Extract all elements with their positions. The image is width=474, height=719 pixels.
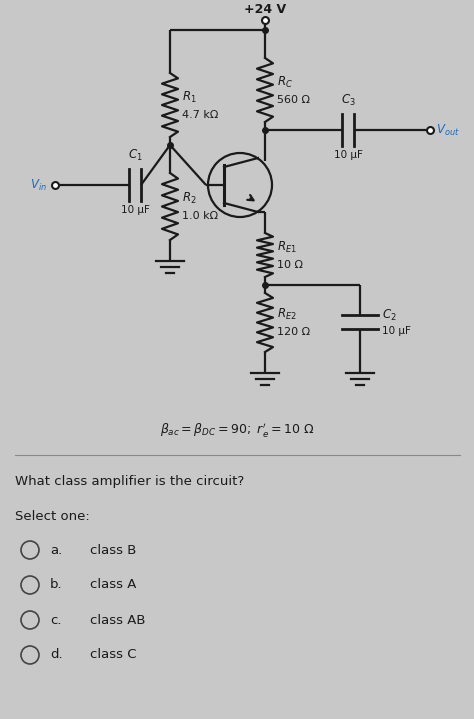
- Text: $\beta_{ac} = \beta_{DC} = 90;\ r^\prime_e = 10\ \Omega$: $\beta_{ac} = \beta_{DC} = 90;\ r^\prime…: [160, 421, 314, 439]
- Text: d.: d.: [50, 649, 63, 661]
- Text: class AB: class AB: [90, 613, 146, 626]
- Text: 1.0 kΩ: 1.0 kΩ: [182, 211, 218, 221]
- Text: a.: a.: [50, 544, 62, 557]
- Text: c.: c.: [50, 613, 62, 626]
- Text: +24 V: +24 V: [244, 3, 286, 16]
- Text: 560 Ω: 560 Ω: [277, 95, 310, 105]
- Text: b.: b.: [50, 579, 63, 592]
- Text: $C_3$: $C_3$: [341, 93, 356, 108]
- Text: $R_2$: $R_2$: [182, 191, 197, 206]
- Text: 120 Ω: 120 Ω: [277, 327, 310, 337]
- Text: 10 μF: 10 μF: [382, 326, 411, 336]
- Text: $R_1$: $R_1$: [182, 89, 197, 104]
- Text: class A: class A: [90, 579, 137, 592]
- Text: 4.7 kΩ: 4.7 kΩ: [182, 110, 219, 120]
- Text: $C_1$: $C_1$: [128, 148, 142, 163]
- Text: class B: class B: [90, 544, 137, 557]
- Text: 10 μF: 10 μF: [120, 205, 149, 215]
- Text: $R_{E2}$: $R_{E2}$: [277, 306, 297, 321]
- Text: Select one:: Select one:: [15, 510, 90, 523]
- Text: class C: class C: [90, 649, 137, 661]
- Text: $R_{E1}$: $R_{E1}$: [277, 239, 297, 255]
- Text: $V_{in}$: $V_{in}$: [30, 178, 47, 193]
- Text: 10 μF: 10 μF: [334, 150, 363, 160]
- Text: What class amplifier is the circuit?: What class amplifier is the circuit?: [15, 475, 244, 488]
- Text: $C_2$: $C_2$: [382, 308, 397, 323]
- Text: $R_C$: $R_C$: [277, 75, 293, 90]
- Text: $V_{out}$: $V_{out}$: [436, 122, 460, 137]
- Text: 10 Ω: 10 Ω: [277, 260, 303, 270]
